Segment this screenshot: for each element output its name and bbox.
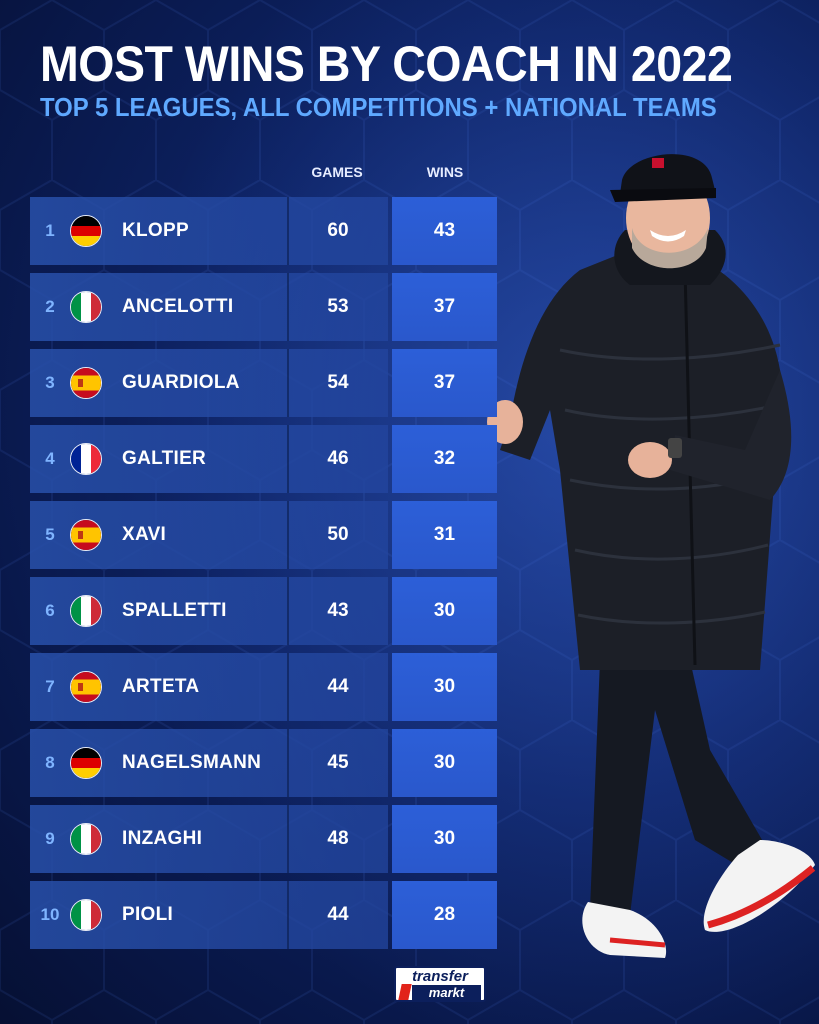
rank-number: 7: [45, 677, 55, 696]
rank-number: 4: [45, 449, 55, 468]
logo-text-transfer: transfer: [412, 968, 468, 985]
wins-cell-background: [392, 349, 497, 417]
coach-name: PIOLI: [122, 904, 174, 925]
germany-flag-icon: [70, 215, 102, 247]
games-value: 60: [327, 220, 349, 241]
table-row: 1 KLOPP 60 43: [30, 197, 497, 265]
coach-name: INZAGHI: [122, 828, 203, 849]
spain-flag-icon: [70, 367, 102, 399]
column-divider: [287, 881, 289, 949]
column-divider: [287, 653, 289, 721]
logo-text-markt: markt: [412, 985, 481, 1000]
rank-number: 9: [45, 829, 55, 848]
wins-cell-background: [392, 805, 497, 873]
rank-number: 6: [45, 601, 55, 620]
games-value: 48: [327, 828, 349, 849]
coach-name: KLOPP: [122, 220, 189, 241]
spain-flag-icon: [70, 671, 102, 703]
germany-flag-icon: [70, 747, 102, 779]
column-divider: [287, 577, 289, 645]
column-divider: [287, 197, 289, 265]
coach-name: SPALLETTI: [122, 600, 227, 621]
table-row: 5 XAVI 50 31: [30, 501, 497, 569]
column-divider: [287, 425, 289, 493]
column-divider: [287, 501, 289, 569]
italy-flag-icon: [70, 899, 102, 931]
games-value: 46: [327, 448, 349, 469]
wins-value: 37: [433, 296, 456, 317]
wins-cell-background: [392, 273, 497, 341]
wins-value: 30: [433, 600, 456, 621]
column-divider: [287, 273, 289, 341]
italy-flag-icon: [70, 595, 102, 627]
coach-name: NAGELSMANN: [122, 752, 262, 773]
coach-name: ARTETA: [122, 676, 200, 697]
rank-number: 8: [45, 753, 55, 772]
wins-cell-background: [392, 197, 497, 265]
games-value: 44: [327, 904, 349, 925]
table-row: 4 GALTIER 46 32: [30, 425, 497, 493]
wins-value: 32: [433, 448, 456, 469]
coach-name: GUARDIOLA: [122, 372, 240, 393]
wins-value: 30: [433, 828, 456, 849]
france-flag-icon: [70, 443, 102, 475]
wins-cell-background: [392, 729, 497, 797]
table-row: 8 NAGELSMANN 45 30: [30, 729, 497, 797]
games-column-header: GAMES: [311, 164, 363, 180]
transfermarkt-logo: transfer markt: [394, 966, 486, 1002]
wins-cell-background: [392, 881, 497, 949]
games-value: 45: [327, 752, 349, 773]
coach-name: ANCELOTTI: [122, 296, 234, 317]
table-row: 3 GUARDIOLA 54 37: [30, 349, 497, 417]
rank-number: 5: [45, 525, 55, 544]
wins-cell-background: [392, 577, 497, 645]
page-title: MOST WINS BY COACH IN 2022: [40, 36, 733, 92]
table-row: 2 ANCELOTTI 53 37: [30, 273, 497, 341]
wins-cell-background: [392, 425, 497, 493]
page-subtitle: TOP 5 LEAGUES, ALL COMPETITIONS + NATION…: [40, 92, 717, 122]
games-value: 50: [327, 524, 349, 545]
wins-column-header: WINS: [426, 164, 464, 180]
wins-value: 30: [433, 676, 456, 697]
table-row: 7 ARTETA 44 30: [30, 653, 497, 721]
wins-value: 31: [433, 524, 456, 545]
coach-name: XAVI: [122, 524, 167, 545]
table-row: 6 SPALLETTI 43 30: [30, 577, 497, 645]
rank-number: 1: [45, 221, 55, 240]
italy-flag-icon: [70, 823, 102, 855]
coach-name: GALTIER: [122, 448, 207, 469]
wins-value: 28: [433, 904, 456, 925]
wins-cell-background: [392, 653, 497, 721]
column-divider: [287, 349, 289, 417]
column-divider: [287, 729, 289, 797]
wins-value: 43: [433, 220, 456, 241]
coach-figure-image: [487, 154, 816, 958]
wins-cell-background: [392, 501, 497, 569]
games-value: 44: [327, 676, 349, 697]
spain-flag-icon: [70, 519, 102, 551]
rank-number: 3: [45, 373, 55, 392]
table-row: 9 INZAGHI 48 30: [30, 805, 497, 873]
logo-mark: [398, 984, 412, 1000]
games-value: 53: [327, 296, 349, 317]
wins-value: 37: [433, 372, 456, 393]
games-value: 54: [327, 372, 349, 393]
games-value: 43: [327, 600, 349, 621]
rank-number: 2: [45, 297, 55, 316]
italy-flag-icon: [70, 291, 102, 323]
rank-number: 10: [40, 905, 60, 924]
wins-value: 30: [433, 752, 456, 773]
table-row: 10 PIOLI 44 28: [30, 881, 497, 949]
column-divider: [287, 805, 289, 873]
